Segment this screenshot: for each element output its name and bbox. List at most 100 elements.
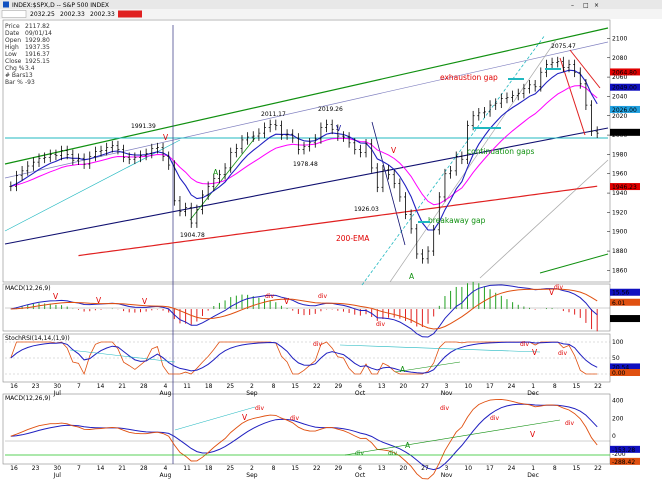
x-tick-label: 7	[77, 383, 81, 390]
price-tick-label: 2040	[612, 93, 627, 100]
gap-marker-2	[508, 78, 524, 80]
price-bar	[358, 144, 362, 158]
macd2-div-5: div	[565, 420, 574, 427]
maximize-button[interactable]: □	[583, 2, 589, 9]
stoch-div-3: div	[558, 350, 567, 357]
x-tick-label: 16	[10, 383, 18, 390]
value-tag: 2026.00	[610, 105, 640, 114]
x-month-label: Nov	[441, 390, 453, 397]
info-label: Date	[5, 30, 20, 37]
title-bar-bg	[0, 0, 662, 9]
price-tick-label: 1860	[612, 267, 627, 274]
x-tick-label: 22	[594, 465, 602, 472]
gap-marker-3	[545, 68, 561, 70]
price-bar	[392, 169, 396, 189]
x-tick-label: 1	[531, 465, 535, 472]
price-bar	[172, 160, 176, 206]
price-bar	[398, 178, 402, 202]
lower-navy-channel	[4, 127, 609, 245]
price-bar	[341, 131, 345, 142]
svg-text:1946.23: 1946.23	[612, 184, 637, 191]
navy-down-line	[371, 121, 406, 246]
price-bar	[263, 122, 267, 138]
x-tick-label: 8	[272, 383, 276, 390]
price-bar	[353, 137, 357, 155]
x-tick-label: 24	[508, 465, 516, 472]
price-bar	[26, 161, 30, 176]
x-tick-label: 15	[573, 465, 581, 472]
price-bar	[257, 128, 261, 141]
close-button[interactable]: ×	[594, 2, 599, 9]
price-bar	[251, 131, 255, 142]
price-bar	[206, 181, 210, 200]
label-2019: 2019.26	[318, 106, 343, 113]
price-tick-label: 2060	[612, 74, 627, 81]
x-tick-label: 30	[53, 465, 61, 472]
macd2-trend-2	[344, 419, 561, 456]
macd-v-2: V	[96, 296, 102, 305]
x-tick-label: 17	[486, 465, 494, 472]
macd2-v-1: V	[242, 413, 248, 422]
macd-histogram	[15, 281, 598, 332]
info-value: 3.4	[25, 65, 35, 72]
price-bar	[528, 79, 532, 94]
macd2-tick-label: 400	[612, 398, 624, 405]
price-bar	[426, 246, 430, 264]
macd-v-4: V	[284, 297, 290, 306]
stoch-tick-label: 50	[612, 355, 620, 362]
stochrsi-trend-1	[69, 349, 176, 363]
macd2-signal-line	[10, 398, 598, 480]
macd-div-3: div	[376, 321, 385, 328]
stoch-tick-label: 100	[612, 339, 624, 346]
price-annotations: 1991.39 2011.17 2019.26 1978.48 1904.78 …	[131, 43, 576, 281]
price-bar	[60, 145, 64, 161]
macd2-div-7: div	[388, 450, 397, 457]
price-bar	[167, 151, 171, 170]
x-tick-label: 22	[594, 383, 602, 390]
info-value: 13	[25, 72, 33, 79]
price-bar	[274, 119, 278, 131]
price-bar	[285, 129, 289, 140]
macd2-tick-label: -200	[612, 451, 626, 458]
x-tick-label: 28	[140, 383, 148, 390]
value-tag: 20.54	[610, 363, 640, 371]
svg-text:-288.42: -288.42	[612, 459, 635, 466]
x-tick-label: 28	[140, 465, 148, 472]
trendline-drawings	[4, 25, 609, 464]
label-v-2: V	[391, 146, 397, 155]
x-month-label: Dec	[527, 390, 539, 397]
price-bar	[403, 192, 407, 220]
price-bar	[133, 152, 137, 165]
svg-text:2049.00: 2049.00	[612, 85, 637, 92]
price-bar	[155, 142, 159, 154]
gap-marker-1	[473, 127, 501, 129]
info-label: Price	[5, 23, 20, 30]
macd-v-5: V	[549, 288, 555, 297]
price-bar	[482, 107, 486, 118]
toolbar-value-1: 2032.25	[30, 11, 55, 18]
price-bar	[477, 108, 481, 121]
price-bar	[454, 151, 458, 176]
lower-green-line	[539, 253, 609, 274]
price-bar	[217, 169, 221, 184]
x-tick-label: 3	[445, 465, 449, 472]
x-month-label: Dec	[527, 472, 539, 479]
value-tag: 1946.23	[610, 183, 640, 191]
price-bar	[511, 90, 515, 103]
price-bar	[387, 165, 391, 180]
value-tag: 2002.33	[610, 128, 640, 137]
price-bar	[212, 173, 216, 192]
macd-div-1: div	[265, 293, 274, 300]
label-200-ema: 200-EMA	[336, 234, 370, 243]
macd-panel	[2, 283, 611, 332]
price-bar	[364, 138, 368, 158]
macd2-title: MACD(12,26,9)	[5, 395, 51, 402]
x-tick-label: 29	[335, 383, 343, 390]
label-a-2: A	[409, 272, 415, 281]
price-bar	[409, 209, 413, 234]
price-bar	[567, 59, 571, 73]
price-bar	[105, 142, 109, 156]
x-tick-label: 11	[183, 465, 191, 472]
minimize-button[interactable]: –	[571, 2, 574, 9]
toolbar-field-1[interactable]	[1, 10, 27, 18]
